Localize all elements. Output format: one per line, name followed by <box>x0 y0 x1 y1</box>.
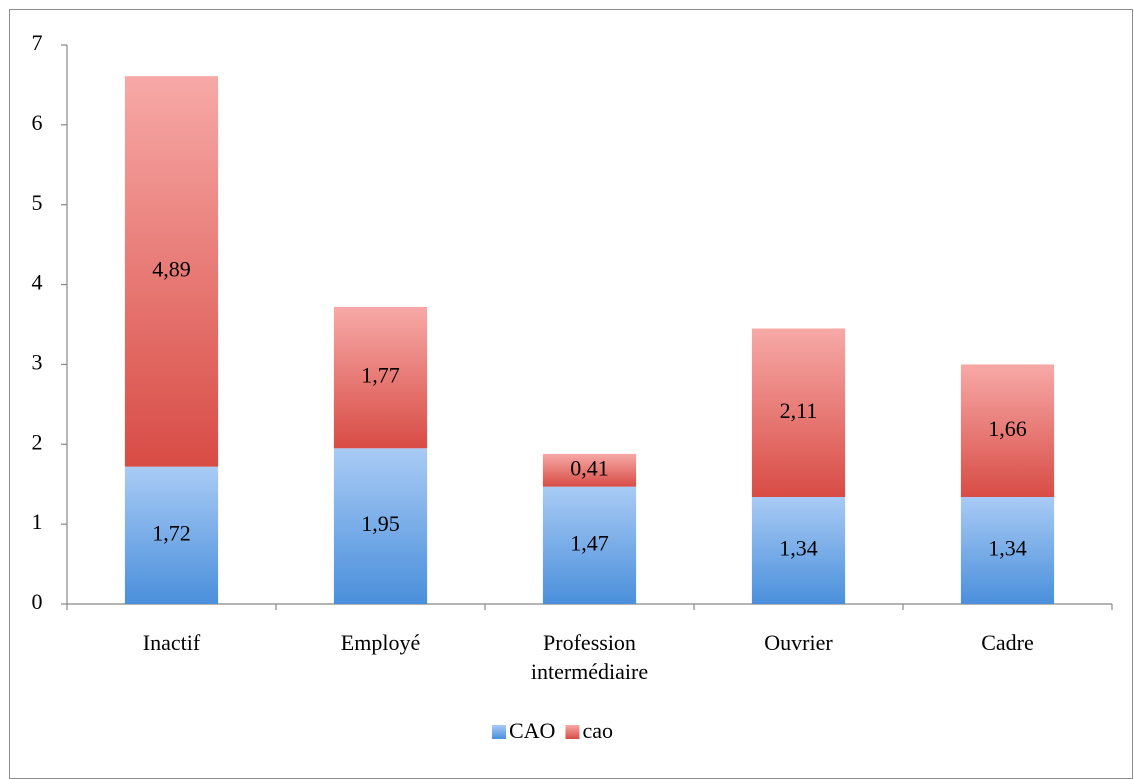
y-tick-label: 1 <box>32 509 43 534</box>
x-tick-label: Ouvrier <box>764 630 833 655</box>
data-label: 1,66 <box>988 416 1027 441</box>
bar-segment <box>751 328 846 497</box>
legend-label: CAO <box>509 718 555 743</box>
y-tick-label: 3 <box>32 349 43 374</box>
y-tick-label: 6 <box>32 110 43 135</box>
legend-swatch <box>565 725 580 739</box>
y-tick-label: 5 <box>32 190 43 215</box>
bar-segment <box>542 486 637 604</box>
x-tick-label: Cadre <box>981 630 1034 655</box>
data-label: 4,89 <box>152 256 191 281</box>
bar-segment <box>333 448 428 604</box>
bar-segment <box>124 76 219 467</box>
data-label: 1,47 <box>570 530 609 555</box>
data-label: 1,34 <box>988 536 1027 561</box>
x-tick-label: Inactif <box>142 630 201 655</box>
data-label: 0,41 <box>570 455 609 480</box>
data-label: 1,34 <box>779 536 818 561</box>
bar-segment <box>960 496 1055 604</box>
x-tick-label: Employé <box>340 630 421 655</box>
bar-segment <box>542 453 637 487</box>
data-label: 2,11 <box>780 398 818 423</box>
y-tick-label: 4 <box>32 270 43 295</box>
legend-label: cao <box>582 718 613 743</box>
bar-segment <box>124 466 219 604</box>
bar-segment <box>333 306 428 449</box>
data-label: 1,77 <box>361 363 400 388</box>
y-tick-label: 0 <box>32 589 43 614</box>
bar-segment <box>960 364 1055 497</box>
y-tick-label: 2 <box>32 429 43 454</box>
y-tick-label: 7 <box>32 30 43 55</box>
data-label: 1,95 <box>361 511 400 536</box>
legend-swatch <box>492 725 506 739</box>
bar-segment <box>751 496 846 604</box>
x-tick-label: Profession intermédiaire <box>530 630 649 684</box>
data-label: 1,72 <box>152 520 191 545</box>
